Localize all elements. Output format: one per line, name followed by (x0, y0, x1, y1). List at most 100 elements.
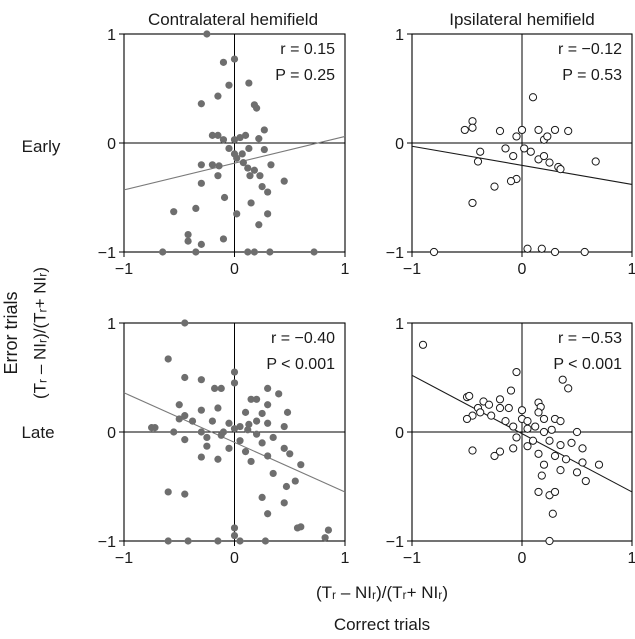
data-point (534, 408, 543, 417)
data-point (429, 247, 439, 257)
data-point (225, 444, 233, 452)
data-point (244, 164, 252, 172)
data-point (197, 376, 205, 384)
y-axis-label-title: Error trials (1, 291, 21, 374)
data-point (580, 247, 589, 257)
y-tick-label: 0 (395, 136, 404, 153)
data-point (203, 442, 211, 450)
data-point (539, 427, 549, 437)
data-point (495, 395, 505, 404)
stat-p-value: P = 0.25 (275, 67, 335, 84)
data-point (561, 455, 571, 464)
data-point (269, 433, 277, 442)
regression-line (411, 145, 633, 185)
y-tick-label: 1 (395, 316, 404, 333)
data-point (523, 417, 532, 426)
data-point (238, 150, 246, 158)
data-point (217, 384, 225, 392)
data-point (188, 417, 197, 425)
x-tick-label: 1 (341, 550, 350, 567)
data-point (264, 188, 272, 196)
stat-p-value: P < 0.001 (553, 356, 622, 373)
data-point (578, 444, 587, 453)
data-point (261, 537, 270, 545)
data-point (484, 400, 494, 409)
data-point (282, 482, 291, 491)
data-point (528, 93, 538, 102)
data-point (324, 526, 333, 534)
data-point (550, 451, 560, 461)
y-tick-label: 1 (395, 27, 404, 44)
regression-line (123, 392, 346, 493)
data-point (258, 439, 266, 447)
data-point (241, 131, 250, 139)
data-point (219, 235, 228, 243)
stat-p-value: P = 0.53 (562, 67, 622, 84)
data-point (236, 422, 244, 431)
data-point (418, 340, 428, 349)
data-point (245, 144, 253, 153)
regression-line (123, 135, 346, 191)
data-point (495, 403, 505, 413)
data-point (197, 240, 205, 248)
data-point (239, 159, 247, 167)
data-point (164, 355, 172, 363)
data-point (468, 123, 477, 132)
stat-p-value: P < 0.001 (266, 356, 335, 373)
data-point (556, 417, 565, 426)
data-point (487, 411, 496, 420)
data-point (269, 469, 277, 478)
data-point (556, 165, 565, 174)
data-point (214, 455, 222, 463)
data-point (509, 422, 518, 431)
data-point (244, 248, 252, 256)
x-tick-label: 0 (230, 261, 239, 278)
panel-contralateral-late: −1−1 0 0 1 1 r = −0.40 P < 0.001 (98, 316, 350, 567)
data-point (520, 144, 529, 153)
data-point (280, 422, 288, 431)
data-point (245, 79, 253, 87)
data-point (509, 444, 518, 453)
data-point (184, 537, 192, 545)
stat-r-value: r = −0.40 (271, 330, 335, 347)
y-tick-label: 1 (107, 316, 116, 333)
data-point (241, 448, 250, 456)
data-point (197, 100, 205, 108)
data-point (310, 248, 318, 256)
data-point (230, 136, 239, 144)
data-point (509, 151, 518, 161)
x-axis-label-formula: (Tᵣ – NIᵣ)/(Tᵣ+ NIᵣ) (316, 583, 448, 602)
stat-r-value: r = −0.53 (558, 330, 622, 347)
stat-r-value: r = 0.15 (280, 41, 335, 58)
data-point (250, 166, 258, 174)
data-point (181, 373, 189, 382)
data-point (567, 438, 576, 447)
data-point (291, 477, 299, 485)
x-tick-label: −1 (403, 261, 421, 278)
data-point (264, 419, 272, 427)
data-point (214, 537, 222, 545)
x-tick-label: 1 (628, 261, 635, 278)
data-point (534, 487, 543, 497)
data-point (230, 55, 239, 63)
x-tick-label: −1 (115, 261, 133, 278)
data-point (512, 433, 521, 442)
data-point (264, 452, 272, 460)
data-point (230, 524, 239, 532)
data-point (230, 368, 239, 376)
y-tick-label: 1 (107, 27, 116, 44)
x-tick-label: −1 (403, 550, 421, 567)
data-point (253, 417, 261, 425)
row-label-late: Late (21, 423, 54, 442)
data-point (490, 182, 499, 191)
data-point (591, 157, 600, 166)
data-point (230, 379, 239, 387)
data-point (537, 244, 546, 253)
data-point (523, 442, 532, 451)
data-point (473, 157, 483, 166)
data-point (230, 531, 239, 540)
data-point (321, 534, 329, 542)
data-point (578, 458, 587, 467)
data-point (258, 409, 266, 418)
